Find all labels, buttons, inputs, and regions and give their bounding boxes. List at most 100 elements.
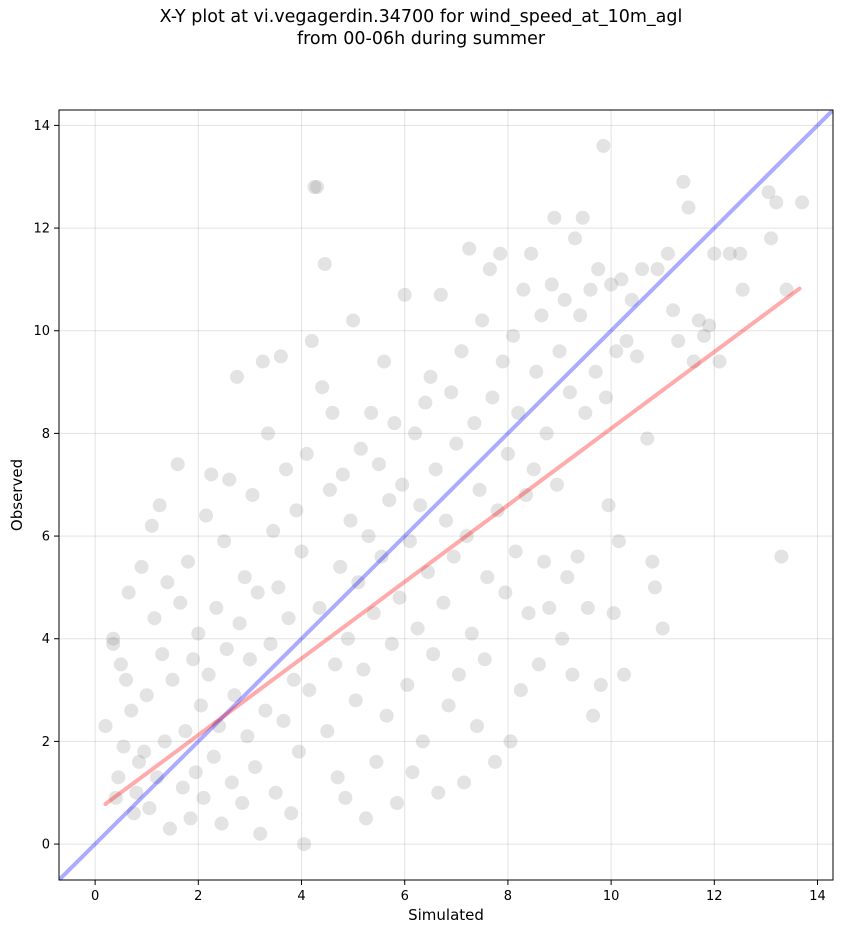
data-point <box>795 195 810 210</box>
x-tick-label: 14 <box>809 889 826 904</box>
data-point <box>402 534 417 549</box>
data-point <box>606 606 621 621</box>
data-point <box>150 770 165 785</box>
data-point <box>518 488 533 502</box>
x-tick-label: 10 <box>603 889 620 904</box>
data-point <box>439 513 453 528</box>
data-point <box>211 719 226 733</box>
data-point <box>524 246 539 261</box>
data-point <box>449 436 464 451</box>
data-point <box>397 287 412 302</box>
data-point <box>289 503 304 518</box>
y-tick-label: 0 <box>42 838 50 853</box>
data-point <box>565 667 580 682</box>
data-point <box>588 364 603 379</box>
data-point <box>647 580 662 595</box>
data-point <box>779 282 794 297</box>
data-point <box>529 364 544 379</box>
data-point <box>418 395 433 410</box>
x-tick-label: 2 <box>194 889 202 904</box>
data-point <box>121 585 136 600</box>
chart-title-line-1: X-Y plot at vi.vegagerdin.34700 for wind… <box>159 7 683 27</box>
data-point <box>131 754 146 769</box>
data-point <box>697 328 711 343</box>
data-point <box>640 431 655 446</box>
y-axis-ticks: 0 2 4 6 8 10 12 14 <box>33 119 59 853</box>
data-point <box>322 482 337 497</box>
data-point <box>250 585 265 600</box>
data-point <box>155 647 170 662</box>
data-point <box>193 698 208 713</box>
data-point <box>635 262 650 277</box>
data-point <box>410 621 425 636</box>
data-point <box>346 313 361 328</box>
data-point <box>420 565 435 579</box>
data-point <box>415 734 430 749</box>
data-point <box>593 677 608 692</box>
data-point <box>490 503 505 518</box>
data-point <box>204 467 219 482</box>
data-point <box>552 344 567 359</box>
data-point <box>666 303 681 318</box>
data-point <box>340 631 355 646</box>
data-point <box>534 308 549 323</box>
chart-title-line-2: from 00-06h during summer <box>296 29 546 49</box>
data-point <box>611 534 626 549</box>
data-point <box>248 760 263 775</box>
data-point <box>482 262 497 277</box>
data-point <box>199 508 214 523</box>
data-point <box>400 677 415 692</box>
x-tick-label: 0 <box>91 889 99 904</box>
data-point <box>240 729 255 744</box>
data-point <box>343 513 358 528</box>
data-point <box>555 631 570 646</box>
data-point <box>431 785 446 800</box>
data-point <box>475 313 490 328</box>
data-point <box>106 631 121 646</box>
data-point <box>586 708 601 723</box>
data-point <box>144 518 159 533</box>
data-point <box>271 580 286 595</box>
data-point <box>591 262 606 277</box>
data-point <box>598 390 613 405</box>
data-point <box>382 493 397 508</box>
data-point <box>230 369 245 384</box>
data-point <box>137 744 152 759</box>
data-point <box>405 765 420 780</box>
data-point <box>312 600 327 615</box>
data-point <box>676 174 691 189</box>
data-point <box>307 180 322 194</box>
data-point <box>160 575 175 590</box>
y-axis-label: Observed <box>8 459 26 531</box>
data-point <box>119 672 134 687</box>
data-point <box>369 754 384 769</box>
data-point <box>374 549 389 564</box>
data-point <box>219 642 234 656</box>
data-point <box>294 544 309 559</box>
data-point <box>609 344 624 359</box>
x-tick-label: 12 <box>706 889 723 904</box>
y-tick-label: 6 <box>42 530 50 545</box>
data-point <box>325 405 340 420</box>
data-point <box>580 600 595 615</box>
data-point <box>413 498 428 513</box>
data-point <box>511 405 526 420</box>
data-point <box>263 636 278 651</box>
data-point <box>573 308 588 323</box>
data-point <box>356 662 371 677</box>
data-point <box>503 734 518 749</box>
data-point <box>134 559 149 574</box>
data-point <box>408 426 423 441</box>
x-tick-label: 8 <box>504 889 512 904</box>
reference-lines <box>59 110 833 880</box>
data-point <box>162 821 177 836</box>
data-point <box>170 457 185 472</box>
data-point <box>583 282 598 297</box>
data-point <box>480 570 495 585</box>
data-point <box>209 600 224 615</box>
data-point <box>454 344 469 359</box>
data-point <box>506 328 521 343</box>
data-point <box>521 606 536 621</box>
data-point <box>601 498 616 513</box>
data-point <box>508 544 523 559</box>
